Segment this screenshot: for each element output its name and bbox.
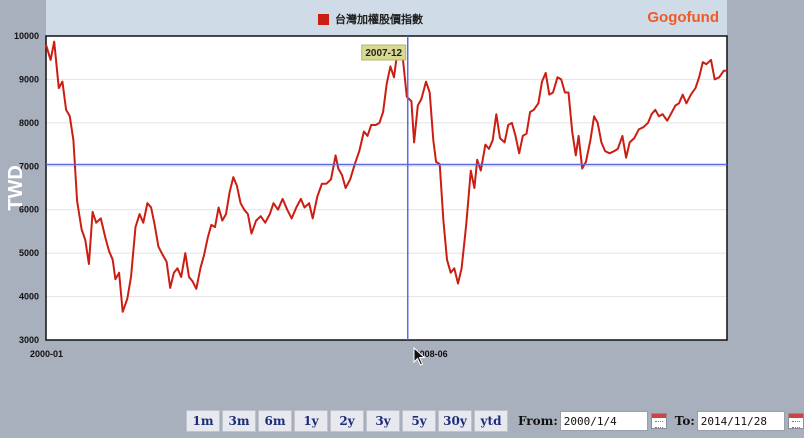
brand-logo: Gogofund — [647, 9, 719, 26]
legend-label: 台灣加權股價指數 — [335, 13, 423, 26]
y-tick-label-4000: 4000 — [19, 292, 39, 302]
to-label: To: — [674, 414, 695, 428]
y-tick-label-10000: 10000 — [14, 31, 39, 41]
range-button-3y[interactable]: 3y — [366, 410, 400, 432]
to-date-input[interactable] — [696, 411, 785, 431]
chart-legend: 台灣加權股價指數 — [318, 11, 423, 27]
y-tick-label-7000: 7000 — [19, 161, 39, 171]
axes: 3000 4000 5000 6000 7000 8000 9000 10000 2000-01… — [5, 31, 728, 359]
range-button-1m[interactable]: 1m — [186, 410, 220, 432]
legend-swatch — [318, 13, 329, 25]
series-line-taiex — [45, 40, 727, 313]
x-tick-label-2008-06: 2008-06 — [415, 349, 448, 359]
range-button-2y[interactable]: 2y — [330, 410, 364, 432]
crosshair: 2007-12 — [46, 36, 727, 340]
y-tick-label-9000: 9000 — [19, 74, 39, 84]
range-button-6m[interactable]: 6m — [258, 410, 292, 432]
y-tick-label-3000: 3000 — [19, 335, 39, 345]
y-tick-label-5000: 5000 — [19, 248, 39, 258]
from-label: From: — [518, 414, 558, 428]
crosshair-label: 2007-12 — [365, 48, 402, 59]
range-button-1y[interactable]: 1y — [294, 410, 328, 432]
y-axis-label: TWD — [5, 165, 27, 211]
y-tick-label-8000: 8000 — [19, 118, 39, 128]
range-button-group: 1m 3m 6m 1y 2y 3y 5y 30y ytd — [186, 410, 510, 432]
from-date-input[interactable] — [559, 411, 648, 431]
chart-header: 台灣加權股價指數 Gogofund — [46, 0, 727, 36]
y-tick-label-6000: 6000 — [19, 205, 39, 215]
range-button-5y[interactable]: 5y — [402, 410, 436, 432]
x-tick-label-2000-01: 2000-01 — [30, 349, 63, 359]
range-button-3m[interactable]: 3m — [222, 410, 256, 432]
range-button-ytd[interactable]: ytd — [474, 410, 508, 432]
range-button-30y[interactable]: 30y — [438, 410, 472, 432]
from-calendar-icon[interactable] — [650, 413, 667, 429]
plot-border — [45, 35, 728, 341]
crosshair-label-box — [361, 44, 407, 61]
to-calendar-icon[interactable] — [787, 413, 804, 429]
mouse-cursor-icon — [413, 347, 426, 366]
